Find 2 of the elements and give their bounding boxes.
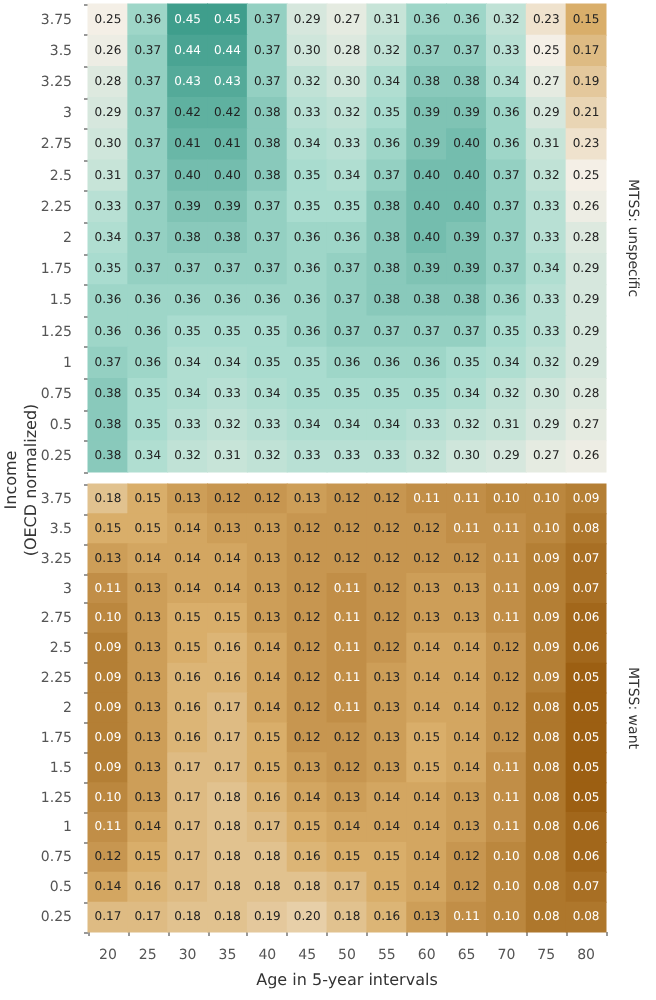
x-axis-title: Age in 5-year intervals: [256, 970, 438, 989]
y-axis-title: Income (OECD normalized): [2, 403, 40, 557]
